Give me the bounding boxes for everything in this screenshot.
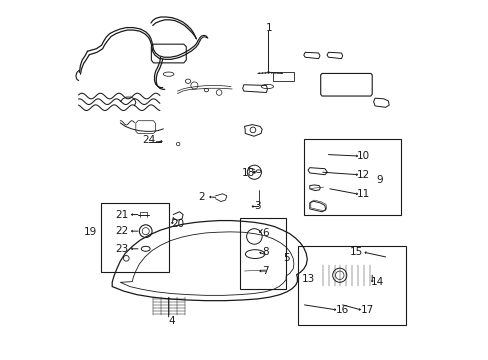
Circle shape xyxy=(252,171,255,174)
Circle shape xyxy=(274,72,275,74)
Circle shape xyxy=(270,72,272,74)
Text: 7: 7 xyxy=(262,266,268,276)
Circle shape xyxy=(258,72,260,74)
Text: 2: 2 xyxy=(198,192,204,202)
Text: 9: 9 xyxy=(375,175,382,185)
Text: 18: 18 xyxy=(241,168,254,178)
Text: 20: 20 xyxy=(171,219,184,229)
Text: 21: 21 xyxy=(115,210,128,220)
Text: 15: 15 xyxy=(349,247,363,257)
Text: 22: 22 xyxy=(115,226,128,236)
Text: 19: 19 xyxy=(83,227,97,237)
Text: 3: 3 xyxy=(254,202,261,211)
Text: 24: 24 xyxy=(142,135,155,145)
Text: 4: 4 xyxy=(168,316,175,326)
Text: 13: 13 xyxy=(301,274,314,284)
Text: 12: 12 xyxy=(356,170,369,180)
Circle shape xyxy=(264,72,266,74)
Text: 6: 6 xyxy=(262,228,268,238)
Text: 14: 14 xyxy=(370,277,384,287)
Text: 1: 1 xyxy=(265,23,272,33)
Circle shape xyxy=(277,72,278,74)
Text: 8: 8 xyxy=(262,247,268,257)
Circle shape xyxy=(267,72,269,74)
Text: 16: 16 xyxy=(335,305,348,315)
Text: 5: 5 xyxy=(282,253,289,262)
Circle shape xyxy=(280,72,281,74)
Text: 23: 23 xyxy=(115,244,128,254)
Text: 17: 17 xyxy=(360,305,373,315)
Text: 11: 11 xyxy=(356,189,369,199)
Text: 10: 10 xyxy=(356,151,369,161)
Circle shape xyxy=(261,72,263,74)
